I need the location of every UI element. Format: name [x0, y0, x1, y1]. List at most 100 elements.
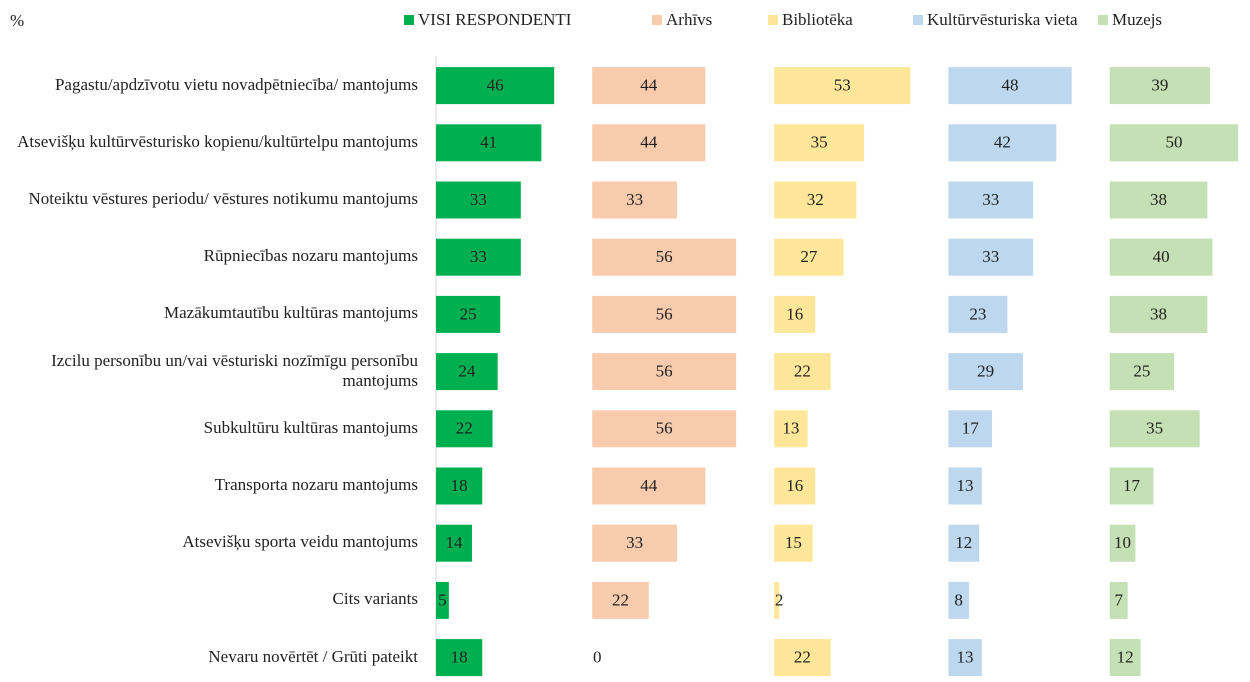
bar	[774, 124, 865, 162]
data-label: 16	[786, 476, 803, 495]
data-label: 27	[800, 247, 818, 266]
bar	[1109, 67, 1210, 105]
category-label: Pagastu/apdzīvotu vietu novadpētniecība/…	[54, 74, 418, 94]
bar	[948, 410, 993, 448]
data-label: 39	[1151, 76, 1168, 95]
data-label: 48	[1002, 76, 1019, 95]
bar	[436, 124, 542, 162]
bar	[948, 124, 1057, 162]
data-label: 33	[982, 190, 999, 209]
bar	[436, 181, 521, 219]
data-label: 33	[982, 247, 999, 266]
data-label: 5	[438, 590, 447, 609]
legend-swatch	[768, 15, 778, 25]
bar	[592, 124, 706, 162]
data-label: 35	[1146, 419, 1163, 438]
data-label: 33	[626, 190, 643, 209]
legend-swatch	[913, 15, 923, 25]
legend-label: VISI RESPONDENTI	[418, 10, 572, 29]
data-label: 8	[954, 590, 963, 609]
legend-swatch	[652, 15, 662, 25]
bar	[948, 67, 1072, 105]
bar	[1109, 353, 1174, 391]
legend-label: Arhīvs	[666, 10, 712, 29]
bar	[592, 67, 706, 105]
data-label: 32	[807, 190, 824, 209]
data-label: 10	[1114, 533, 1131, 552]
unit-label: %	[10, 11, 24, 30]
bar	[592, 581, 649, 619]
bar	[1109, 124, 1239, 162]
bar	[436, 67, 555, 105]
data-label: 18	[451, 476, 468, 495]
category-label: Transporta nozaru mantojums	[214, 475, 418, 494]
data-label: 29	[977, 362, 994, 381]
data-label: 25	[1133, 362, 1150, 381]
data-label: 13	[957, 476, 974, 495]
bar	[948, 181, 1034, 219]
data-label: 13	[957, 648, 974, 667]
bar	[774, 181, 857, 219]
data-label: 12	[955, 533, 972, 552]
bar	[436, 581, 449, 619]
data-label: 15	[785, 533, 802, 552]
bar	[1109, 639, 1141, 677]
data-label: 56	[656, 419, 673, 438]
data-label: 22	[794, 648, 811, 667]
data-label: 2	[775, 590, 784, 609]
category-label: Izcilu personību un/vai vēsturiski nozīm…	[51, 350, 418, 390]
bar	[592, 353, 737, 391]
data-label: 33	[470, 247, 487, 266]
bar	[948, 524, 980, 562]
data-label: 17	[962, 419, 980, 438]
category-label: Atsevišķu sporta veidu mantojums	[182, 532, 418, 552]
data-label: 12	[1117, 648, 1134, 667]
category-label: Noteiktu vēstures periodu/ vēstures noti…	[28, 189, 418, 208]
category-label: Nevaru novērtēt / Grūti pateikt	[208, 646, 418, 666]
bar	[774, 524, 813, 562]
bar	[1109, 524, 1136, 562]
category-label: Rūpniecības nozaru mantojums	[203, 246, 418, 266]
data-label: 44	[640, 476, 658, 495]
data-label: 41	[480, 133, 497, 152]
data-label: 56	[656, 247, 673, 266]
data-label: 56	[656, 304, 673, 323]
data-label: 33	[470, 190, 487, 209]
bar	[592, 238, 737, 276]
legend-swatch	[1098, 15, 1108, 25]
legend-label: Muzejs	[1112, 10, 1162, 29]
bar	[1109, 295, 1208, 333]
data-label: 17	[1123, 476, 1141, 495]
data-label: 23	[969, 304, 986, 323]
bar	[774, 581, 780, 619]
bar	[948, 467, 982, 505]
data-label: 56	[656, 362, 673, 381]
bar	[436, 467, 483, 505]
bar	[948, 238, 1034, 276]
data-label: 7	[1114, 590, 1123, 609]
bar	[948, 353, 1023, 391]
bar	[774, 639, 831, 677]
bar	[436, 524, 472, 562]
bar	[774, 295, 816, 333]
data-label: 22	[456, 419, 473, 438]
bar	[436, 639, 483, 677]
bar	[948, 295, 1008, 333]
category-label: Cits variants	[332, 589, 418, 609]
bar	[774, 238, 844, 276]
category-label: Subkultūru kultūras mantojums	[203, 417, 418, 437]
data-label: 33	[626, 533, 643, 552]
bar	[436, 238, 521, 276]
data-label: 44	[640, 133, 658, 152]
bar	[436, 295, 501, 333]
data-label: 42	[994, 133, 1011, 152]
data-label: 22	[794, 362, 811, 381]
data-label: 40	[1153, 247, 1170, 266]
data-label: 25	[460, 304, 477, 323]
bar	[948, 581, 969, 619]
data-label: 50	[1165, 133, 1182, 152]
data-label: 14	[445, 533, 463, 552]
data-label: 13	[782, 419, 799, 438]
